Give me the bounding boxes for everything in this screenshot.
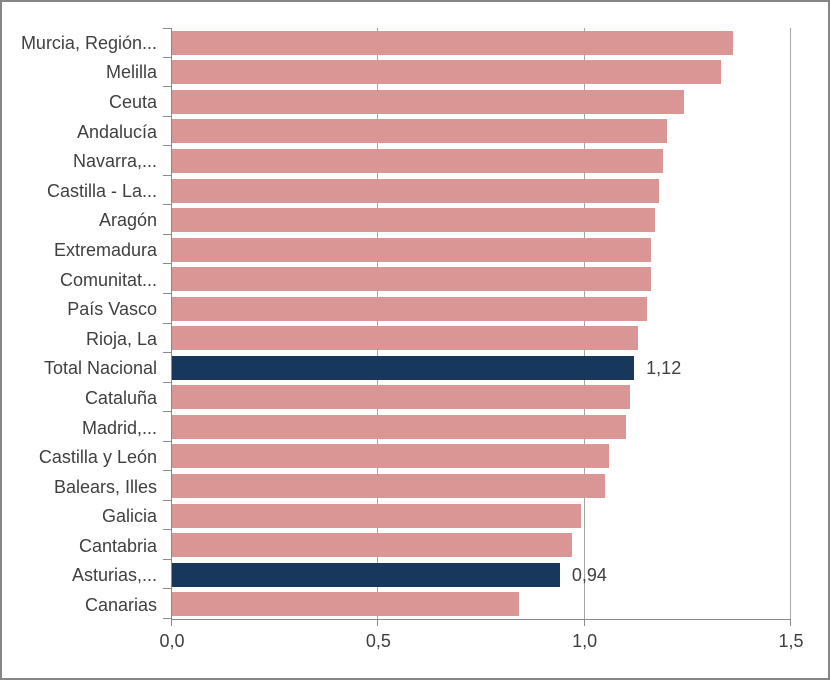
category-axis-tick — [163, 115, 172, 117]
bar — [172, 89, 684, 114]
bar-row — [172, 58, 791, 88]
highlighted-bar — [172, 355, 635, 380]
bar-row — [172, 530, 791, 560]
value-axis-tick — [171, 619, 172, 626]
category-axis-tick — [163, 174, 172, 176]
category-label: Melilla — [105, 62, 157, 83]
bar-row — [172, 589, 791, 619]
category-axis-tick — [163, 204, 172, 206]
bar — [172, 473, 606, 498]
category-axis-tick — [163, 292, 172, 294]
major-gridline — [790, 28, 791, 619]
category-axis-tick — [163, 263, 172, 265]
value-axis-tick-label: 0,0 — [159, 631, 185, 651]
category-axis-tick — [163, 86, 172, 88]
value-axis-tick — [377, 619, 379, 626]
category-axis-tick — [163, 233, 172, 235]
bar-row — [172, 383, 791, 413]
bar — [172, 592, 519, 617]
category-label: Asturias,... — [71, 565, 157, 586]
bar-row — [172, 205, 791, 235]
category-label: Madrid,... — [81, 417, 157, 438]
category-label: Ceuta — [108, 91, 157, 112]
category-axis-tick — [163, 322, 172, 324]
category-label: País Vasco — [67, 299, 157, 320]
bar-row — [172, 323, 791, 353]
category-label: Cantabria — [78, 535, 157, 556]
category-axis-tick — [163, 499, 172, 501]
category-label: Andalucía — [76, 121, 157, 142]
category-label: Total Nacional — [43, 358, 157, 379]
gridlines — [172, 28, 791, 619]
bar — [172, 237, 651, 262]
category-axis-tick — [163, 411, 172, 413]
category-axis-tick — [163, 588, 172, 590]
category-axis-labels: Murcia, Región... Melilla Ceuta Andalucía Na… — [2, 28, 163, 620]
data-label: 0,94 — [571, 564, 607, 585]
bar — [172, 296, 647, 321]
category-label: Aragón — [98, 210, 157, 231]
bar-row — [172, 87, 791, 117]
category-label: Balears, Illes — [53, 476, 157, 497]
bar-row — [172, 28, 791, 58]
category-label: Castilla - La... — [46, 180, 157, 201]
bar — [172, 119, 668, 144]
category-axis-tick — [163, 56, 172, 58]
bar — [172, 178, 659, 203]
category-label: Cataluña — [84, 387, 157, 408]
category-axis-tick — [163, 352, 172, 354]
value-axis-tick-label: 0,5 — [365, 631, 391, 651]
category-label: Canarias — [84, 595, 157, 616]
category-axis-tick — [163, 440, 172, 442]
category-axis-tick — [163, 470, 172, 472]
value-axis-tick — [583, 619, 585, 626]
highlighted-bar — [172, 562, 560, 587]
bar-row — [172, 442, 791, 472]
category-axis-tick — [163, 145, 172, 147]
bar — [172, 533, 573, 558]
bar-row — [172, 294, 791, 324]
bar-row — [172, 264, 791, 294]
bar — [172, 267, 651, 292]
bar-row: 1,12 — [172, 353, 791, 383]
category-axis-tick — [163, 28, 172, 29]
major-gridline — [377, 28, 379, 619]
bar-row — [172, 501, 791, 531]
bar — [172, 148, 664, 173]
category-label: Castilla y León — [38, 447, 157, 468]
category-label: Comunitat... — [59, 269, 157, 290]
category-axis-tick — [163, 381, 172, 383]
category-axis-tick — [163, 618, 172, 619]
bar — [172, 503, 581, 528]
bar — [172, 30, 734, 55]
category-label: Navarra,... — [72, 151, 157, 172]
major-gridline — [583, 28, 585, 619]
plot-area: 1,12 0,94 0,0 0,5 1,0 1,5 — [159, 28, 804, 650]
category-label: Extremadura — [53, 239, 157, 260]
bar-row: 0,94 — [172, 560, 791, 590]
category-axis-tick — [163, 529, 172, 531]
value-axis-tick — [790, 619, 791, 626]
bar — [172, 208, 655, 233]
bar — [172, 60, 721, 85]
bar-rows: 1,12 0,94 — [172, 28, 791, 619]
value-axis-tick-label: 1,0 — [572, 631, 598, 651]
category-axis-tick — [163, 558, 172, 560]
value-axis-tick-label: 1,5 — [778, 631, 804, 651]
bar-row — [172, 117, 791, 147]
bar — [172, 326, 639, 351]
bar-row — [172, 412, 791, 442]
category-label: Murcia, Región... — [20, 32, 157, 53]
bar — [172, 414, 626, 439]
data-label: 1,12 — [646, 357, 682, 378]
bar-row — [172, 235, 791, 265]
bar-row — [172, 471, 791, 501]
bar-row — [172, 176, 791, 206]
bar-row — [172, 146, 791, 176]
category-label: Rioja, La — [85, 328, 157, 349]
bar — [172, 385, 631, 410]
category-label: Galicia — [101, 506, 157, 527]
bar — [172, 444, 610, 469]
